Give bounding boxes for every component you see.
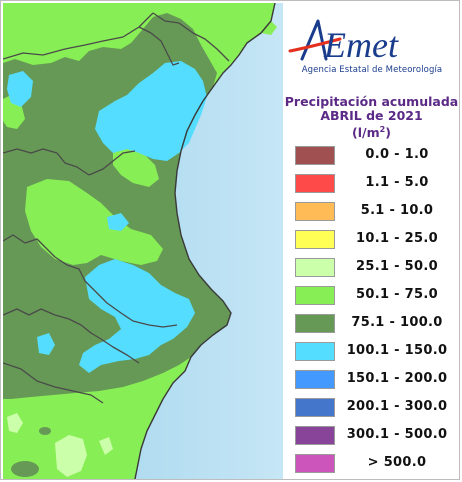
legend-item: 200.1 - 300.0 <box>292 398 457 426</box>
legend-swatch <box>295 314 335 333</box>
legend-swatch <box>295 230 335 249</box>
legend-swatch <box>295 146 335 165</box>
cyan-area <box>37 333 55 355</box>
legend-item: 1.1 - 5.0 <box>292 174 457 202</box>
legend-label: 10.1 - 25.0 <box>356 231 438 246</box>
logo-tagline: Agencia Estatal de Meteorología <box>301 65 443 75</box>
legend-item: 50.1 - 75.0 <box>292 286 457 314</box>
legend-title: Precipitación acumulada ABRIL de 2021 (l… <box>284 95 459 140</box>
legend-swatch <box>295 426 335 445</box>
cyan-area <box>107 213 129 231</box>
legend-item: 10.1 - 25.0 <box>292 230 457 258</box>
province-boundaries <box>3 12 230 404</box>
legend-label: 300.1 - 500.0 <box>346 427 448 442</box>
legend-item: 100.1 - 150.0 <box>292 342 457 370</box>
legend-item: 150.1 - 200.0 <box>292 370 457 398</box>
legend-label: 75.1 - 100.0 <box>351 315 443 330</box>
legend-label: 5.1 - 10.0 <box>360 203 434 218</box>
legend-item: 5.1 - 10.0 <box>292 202 457 230</box>
legend-swatch <box>295 454 335 473</box>
dark-green-spot <box>11 461 39 477</box>
legend: 0.0 - 1.0 1.1 - 5.0 5.1 - 10.0 10.1 - 25.0 2… <box>292 146 457 479</box>
legend-label: 0.0 - 1.0 <box>365 147 429 162</box>
aemet-logo: Emet <box>288 19 399 65</box>
legend-label: > 500.0 <box>367 455 427 470</box>
legend-swatch <box>295 342 335 361</box>
legend-swatch <box>295 202 335 221</box>
cyan-area <box>79 259 195 373</box>
legend-swatch <box>295 370 335 389</box>
legend-label: 200.1 - 300.0 <box>346 399 448 414</box>
legend-item: 0.0 - 1.0 <box>292 146 457 174</box>
legend-swatch <box>295 174 335 193</box>
legend-item: 75.1 - 100.0 <box>292 314 457 342</box>
dark-green-spot <box>39 427 51 435</box>
coastline <box>134 3 276 479</box>
legend-label: 50.1 - 75.0 <box>356 287 438 302</box>
legend-label: 1.1 - 5.0 <box>365 175 429 190</box>
legend-item: 300.1 - 500.0 <box>292 426 457 454</box>
pale-green-area <box>7 413 23 433</box>
land-light-green-patch <box>35 9 133 53</box>
legend-panel: Emet Agencia Estatal de Meteorología Pre… <box>284 3 459 479</box>
title-line-1: Precipitación acumulada <box>284 94 459 109</box>
title-unit: (l/m2) <box>352 125 391 141</box>
legend-label: 25.1 - 50.0 <box>356 259 438 274</box>
title-line-2: ABRIL de 2021 <box>320 108 423 123</box>
legend-swatch <box>295 258 335 277</box>
legend-swatch <box>295 398 335 417</box>
legend-label: 100.1 - 150.0 <box>346 343 448 358</box>
legend-item: > 500.0 <box>292 454 457 479</box>
pale-green-area <box>99 437 113 455</box>
legend-item: 25.1 - 50.0 <box>292 258 457 286</box>
pale-green-area <box>55 435 87 477</box>
cyan-area <box>95 61 207 161</box>
svg-text:Emet: Emet <box>323 25 399 65</box>
cyan-area <box>7 71 33 107</box>
land-light-green-patch <box>113 147 159 187</box>
legend-swatch <box>295 286 335 305</box>
legend-label: 150.1 - 200.0 <box>346 371 448 386</box>
land-light-green-patch <box>25 179 163 265</box>
precipitation-map <box>3 3 283 479</box>
